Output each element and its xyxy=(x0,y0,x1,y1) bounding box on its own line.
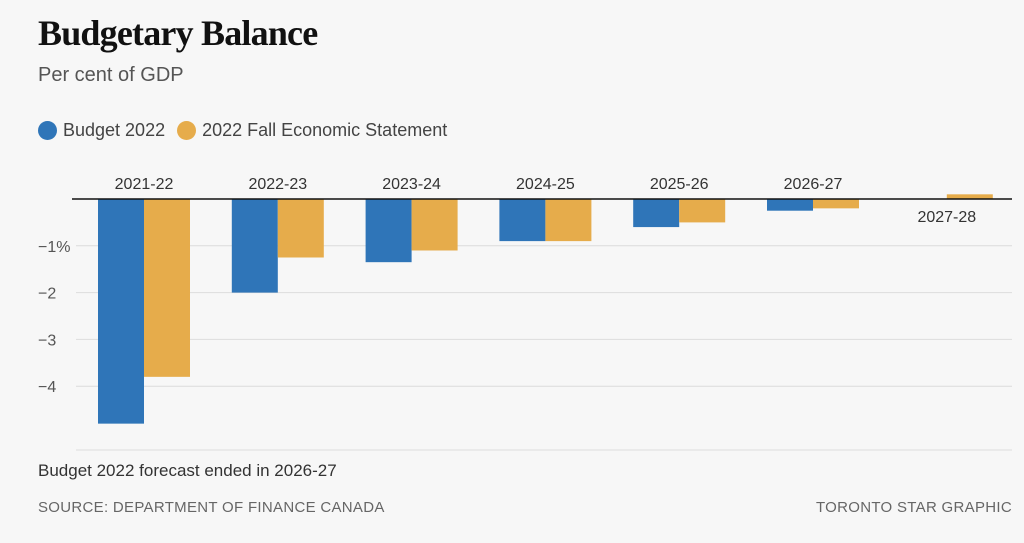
bar-budget-2022-2024-25 xyxy=(499,199,546,242)
legend-label-budget-2022: Budget 2022 xyxy=(63,120,166,140)
x-category-label: 2023-24 xyxy=(382,176,441,193)
bar-fall-statement-2022-23 xyxy=(277,199,324,258)
bar-fall-statement-2023-24 xyxy=(411,199,458,251)
bar-budget-2022-2021-22 xyxy=(98,199,144,424)
legend-swatch-fall-statement xyxy=(177,121,197,140)
bar-fall-statement-2024-25 xyxy=(545,199,592,242)
y-tick-label: −4 xyxy=(38,379,56,396)
y-tick-label: −3 xyxy=(38,332,56,349)
x-category-label: 2027-28 xyxy=(917,209,976,226)
legend-item-fall-statement: 2022 Fall Economic Statement xyxy=(177,120,447,141)
source-credit: SOURCE: DEPARTMENT OF FINANCE CANADA xyxy=(38,499,385,516)
x-category-label: 2026-27 xyxy=(784,176,843,193)
x-category-label: 2025-26 xyxy=(650,176,709,193)
y-tick-label: −2 xyxy=(38,286,56,303)
bar-budget-2022-2026-27 xyxy=(767,199,813,211)
chart-title: Budgetary Balance xyxy=(38,13,318,53)
x-category-label: 2022-23 xyxy=(248,176,307,193)
x-category-label: 2021-22 xyxy=(115,176,174,193)
bar-fall-statement-2025-26 xyxy=(679,199,726,223)
chart-subtitle: Per cent of GDP xyxy=(38,64,184,86)
forecast-note: Budget 2022 forecast ended in 2026-27 xyxy=(38,461,337,480)
legend-label-fall-statement: 2022 Fall Economic Statement xyxy=(202,120,448,140)
bar-fall-statement-2021-22 xyxy=(144,199,190,377)
bar-budget-2022-2025-26 xyxy=(633,199,680,228)
y-tick-label: −1% xyxy=(38,239,70,256)
bar-budget-2022-2022-23 xyxy=(231,199,278,293)
legend-item-budget-2022: Budget 2022 xyxy=(38,120,165,141)
bar-budget-2022-2023-24 xyxy=(365,199,412,263)
bar-fall-statement-2026-27 xyxy=(813,199,859,209)
legend: Budget 2022 2022 Fall Economic Statement xyxy=(38,120,459,141)
x-category-label: 2024-25 xyxy=(516,176,575,193)
graphic-credit: TORONTO STAR GRAPHIC xyxy=(815,499,1012,516)
legend-swatch-budget-2022 xyxy=(38,121,57,140)
bar-fall-statement-2027-28 xyxy=(946,194,993,199)
